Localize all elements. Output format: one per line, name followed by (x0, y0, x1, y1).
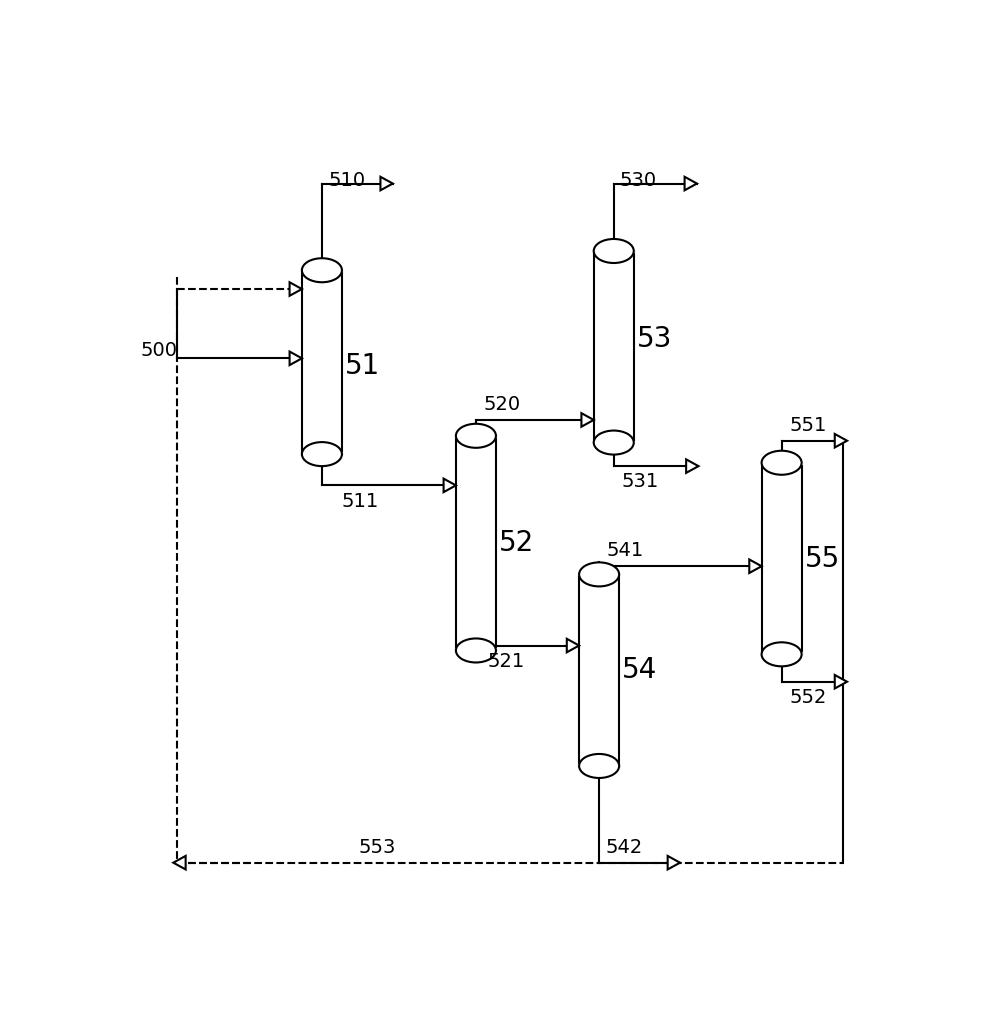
Text: 521: 521 (488, 651, 524, 671)
Text: 52: 52 (499, 529, 534, 557)
Polygon shape (668, 856, 680, 870)
Ellipse shape (762, 642, 802, 667)
Polygon shape (381, 177, 393, 190)
Bar (762, 463, 802, 654)
Ellipse shape (762, 451, 802, 474)
Polygon shape (289, 282, 302, 295)
Polygon shape (685, 177, 697, 190)
Bar (594, 251, 634, 442)
Polygon shape (834, 434, 847, 448)
Ellipse shape (579, 754, 619, 778)
Ellipse shape (302, 258, 342, 282)
Text: 553: 553 (358, 838, 396, 856)
Bar (579, 574, 619, 766)
Polygon shape (566, 639, 579, 652)
Text: 551: 551 (790, 416, 827, 434)
Polygon shape (686, 459, 699, 473)
Text: 520: 520 (484, 395, 520, 414)
Polygon shape (834, 675, 847, 688)
Ellipse shape (594, 430, 634, 455)
Ellipse shape (456, 638, 496, 663)
Polygon shape (444, 478, 456, 492)
Text: 53: 53 (637, 325, 672, 353)
Text: 530: 530 (620, 171, 657, 190)
Text: 51: 51 (345, 352, 380, 380)
Ellipse shape (456, 424, 496, 448)
Ellipse shape (579, 563, 619, 587)
Text: 55: 55 (805, 544, 839, 572)
Text: 541: 541 (607, 541, 644, 560)
Text: 552: 552 (790, 688, 827, 707)
Ellipse shape (302, 442, 342, 466)
Text: 542: 542 (605, 838, 642, 856)
Polygon shape (173, 856, 185, 870)
Text: 510: 510 (328, 171, 365, 190)
Ellipse shape (594, 239, 634, 263)
Bar (456, 436, 496, 650)
Polygon shape (289, 352, 302, 365)
Polygon shape (581, 414, 594, 427)
Text: 54: 54 (622, 657, 657, 684)
Text: 500: 500 (141, 342, 178, 360)
Text: 511: 511 (341, 492, 379, 510)
Polygon shape (750, 560, 762, 573)
Text: 531: 531 (621, 472, 659, 491)
Bar (302, 271, 342, 454)
